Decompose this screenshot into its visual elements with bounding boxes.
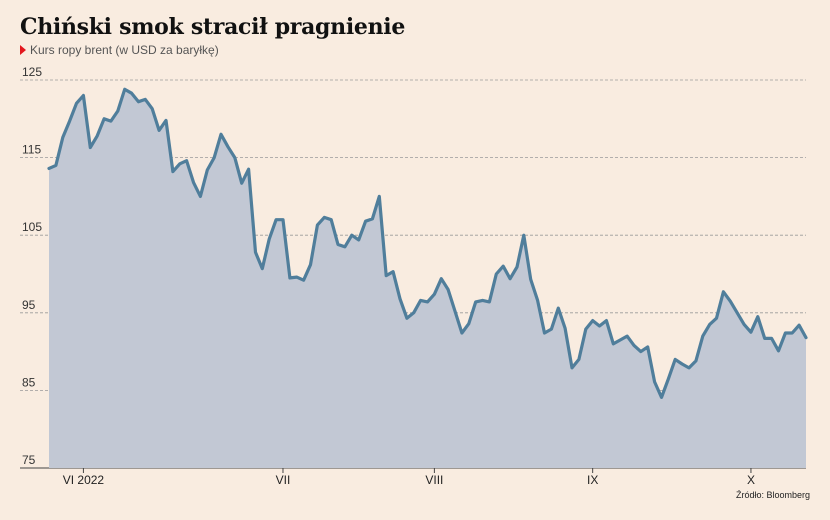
- subtitle-text: Kurs ropy brent (w USD za baryłkę): [30, 43, 219, 57]
- x-tick-label: VIII: [425, 473, 443, 487]
- series-line-layer: [47, 87, 808, 399]
- chart-subtitle: Kurs ropy brent (w USD za baryłkę): [20, 43, 219, 57]
- y-tick-label: 95: [22, 298, 36, 312]
- x-tick-label: X: [747, 473, 755, 487]
- red-triangle-marker-icon: [20, 45, 26, 55]
- x-axis-ticks: VI 2022 VII VIII IX X: [63, 468, 755, 487]
- x-tick-label: IX: [587, 473, 598, 487]
- x-tick-label: VII: [276, 473, 291, 487]
- x-tick-label: VI 2022: [63, 473, 105, 487]
- y-tick-label: 115: [22, 143, 41, 157]
- area-fill: [49, 89, 806, 469]
- area-fill-layer: [49, 89, 806, 469]
- y-tick-label: 85: [22, 375, 36, 389]
- series-line: [47, 87, 808, 399]
- y-tick-label: 105: [22, 220, 42, 234]
- source-note: Źródło: Bloomberg: [735, 490, 810, 500]
- chart-title: Chiński smok stracił pragnienie: [20, 14, 406, 40]
- y-tick-label: 75: [22, 453, 36, 467]
- y-tick-label: 125: [22, 65, 42, 79]
- y-axis-ticks: 75 85 95 105 115 125: [22, 65, 42, 467]
